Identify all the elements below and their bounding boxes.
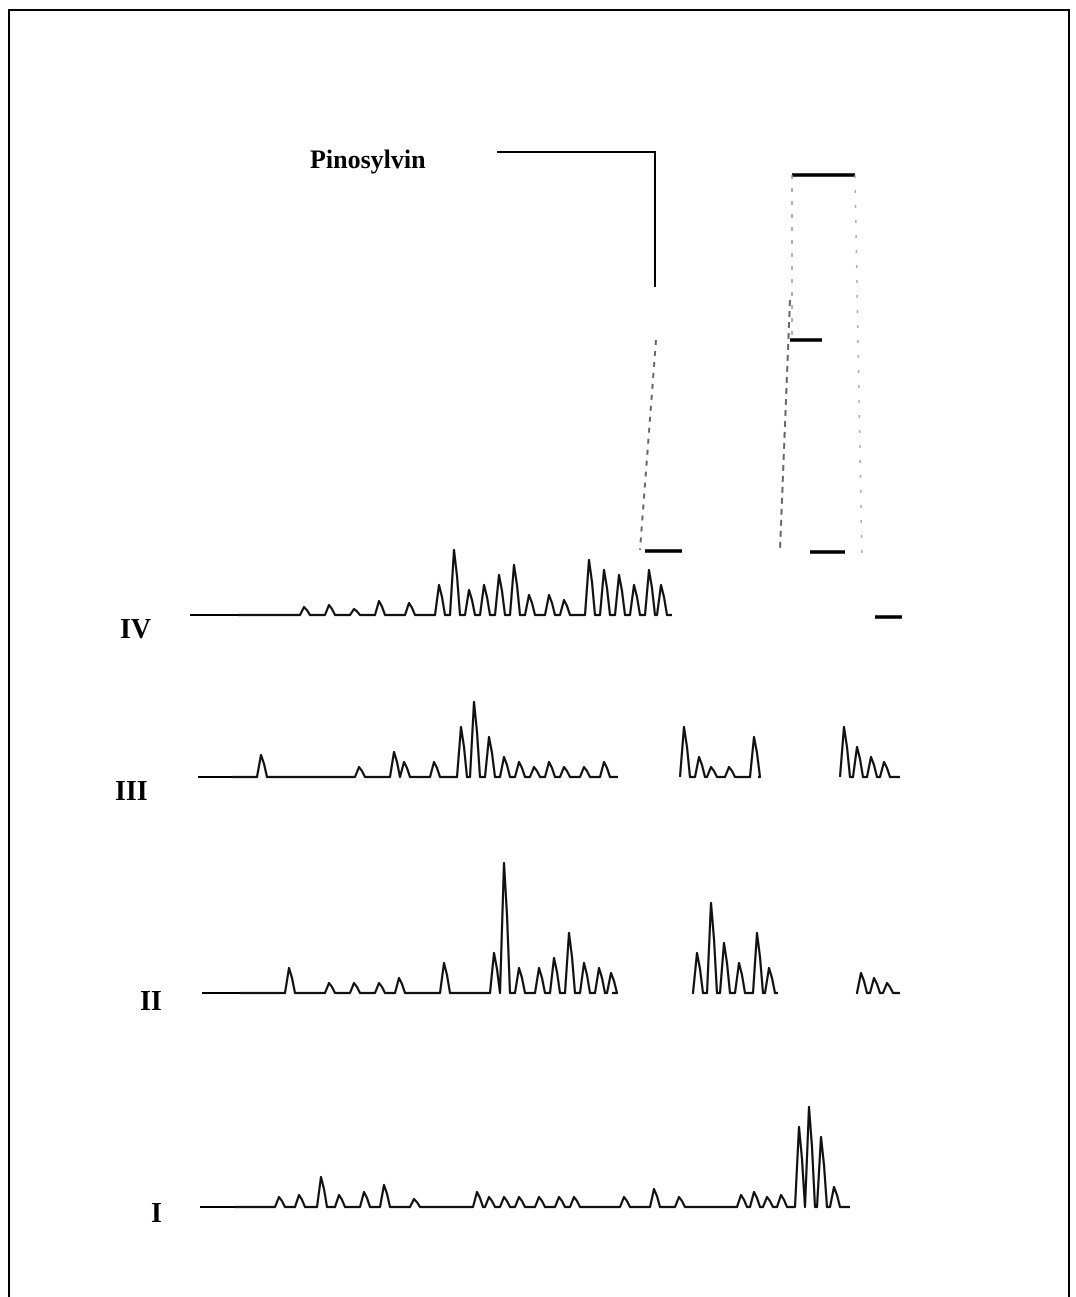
frame [8, 9, 1070, 1297]
trace-line [855, 971, 900, 995]
pinosylvin-label: Pinosylvin [310, 145, 426, 174]
trace-label: IV [120, 614, 151, 645]
trace-label: II [140, 986, 162, 1017]
trace-line [238, 548, 672, 617]
trace-segment [854, 174, 863, 561]
trace-line [678, 725, 762, 779]
trace-line [235, 1105, 850, 1209]
chromatograms [232, 173, 902, 1209]
pinosylvin-pointer [497, 151, 656, 287]
trace-line [691, 901, 778, 995]
trace-label: III [115, 776, 148, 807]
trace-segment [779, 299, 791, 551]
trace-segment [639, 339, 657, 551]
trace-line [838, 725, 900, 779]
trace-line [232, 700, 618, 779]
trace-line [240, 861, 619, 995]
trace-label: I [151, 1198, 162, 1229]
